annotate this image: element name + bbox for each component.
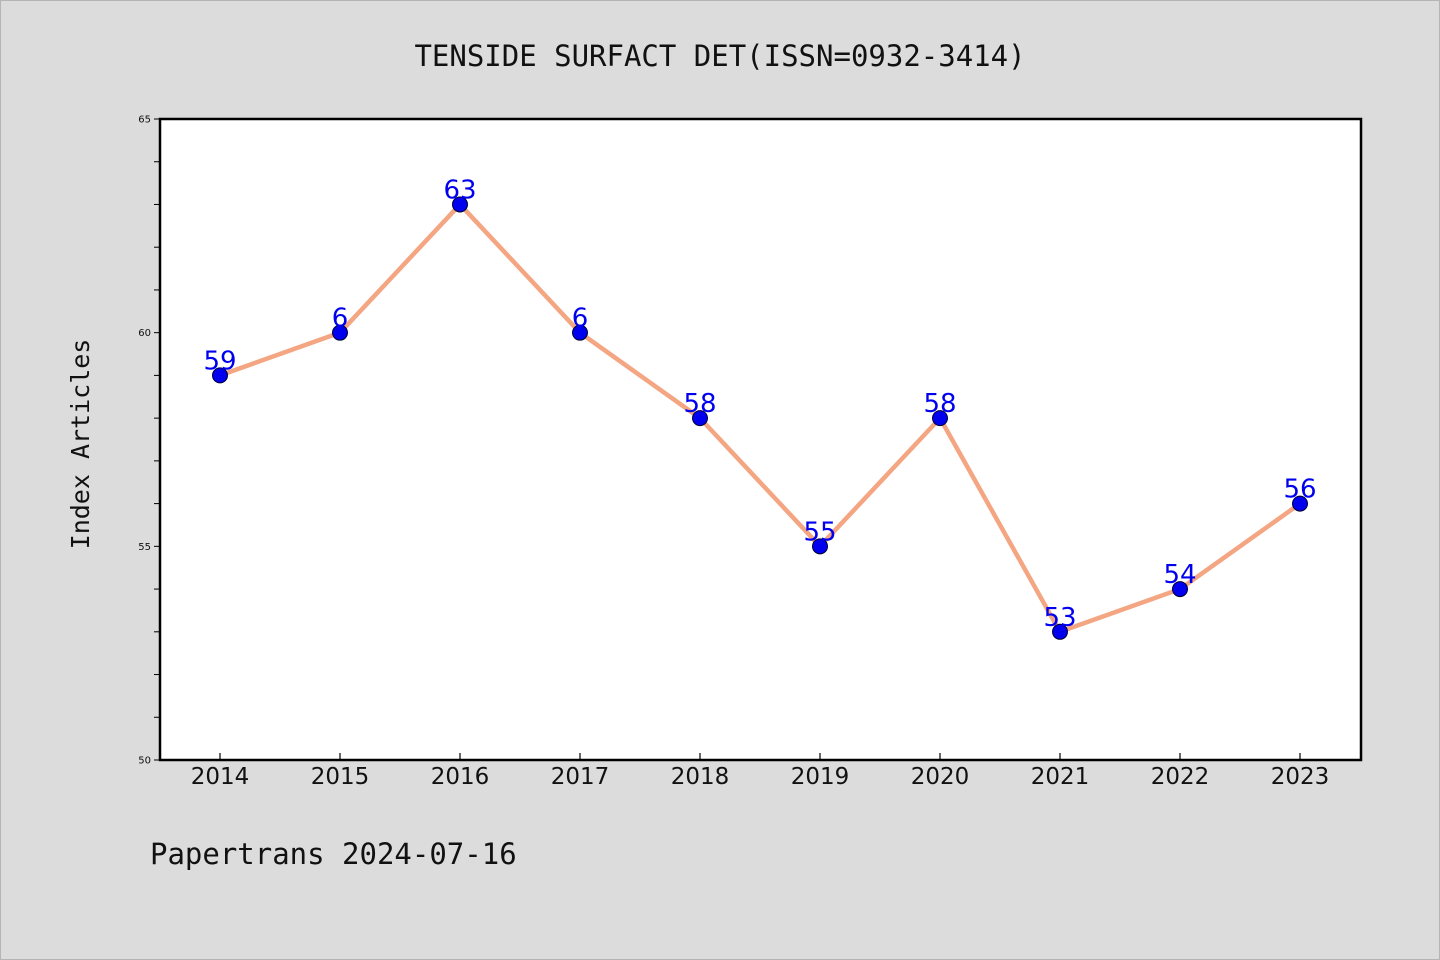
x-axis-ticks xyxy=(219,753,1301,760)
data-point xyxy=(1052,623,1068,640)
x-tick-label: 2021 xyxy=(1031,764,1090,790)
data-labels: 59 6 63 6 58 55 58 53 54 56 xyxy=(203,175,1316,632)
y-tick-label: 55 xyxy=(138,542,151,553)
data-point-markers xyxy=(212,196,1308,640)
y-axis-ticks xyxy=(154,118,160,761)
y-tick-label: 60 xyxy=(138,328,151,339)
data-label: 55 xyxy=(803,517,836,547)
x-tick-label: 2019 xyxy=(791,764,850,790)
series-line xyxy=(217,202,1303,635)
x-tick-label: 2014 xyxy=(191,764,250,790)
data-label: 6 xyxy=(332,304,349,334)
data-label: 58 xyxy=(923,389,956,419)
x-tick-label: 2023 xyxy=(1271,764,1330,790)
data-label: 6 xyxy=(572,304,589,334)
footer-text: Papertrans 2024-07-16 xyxy=(150,837,517,871)
y-axis-tick-labels: 50 55 60 65 xyxy=(138,115,151,767)
data-label: 53 xyxy=(1043,603,1076,633)
data-point xyxy=(1292,495,1308,512)
chart-title: TENSIDE SURFACT DET(ISSN=0932-3414) xyxy=(414,39,1025,73)
data-label: 59 xyxy=(203,346,236,376)
y-tick-label: 65 xyxy=(138,115,151,126)
data-point xyxy=(212,367,228,384)
data-point xyxy=(1172,581,1188,598)
x-tick-label: 2017 xyxy=(551,764,610,790)
y-axis-label: Index Articles xyxy=(66,339,95,550)
data-point xyxy=(572,324,588,341)
data-point xyxy=(692,410,708,427)
data-label: 56 xyxy=(1283,475,1316,505)
data-label: 54 xyxy=(1163,560,1196,590)
data-label: 58 xyxy=(683,389,716,419)
data-point xyxy=(812,538,828,555)
x-tick-label: 2018 xyxy=(671,764,730,790)
x-tick-label: 2016 xyxy=(431,764,490,790)
data-label: 63 xyxy=(443,175,476,205)
data-point xyxy=(332,324,348,341)
x-tick-label: 2020 xyxy=(911,764,970,790)
y-tick-label: 50 xyxy=(138,756,151,767)
x-axis-tick-labels: 2014 2015 2016 2017 2018 2019 2020 2021 2022 2023 xyxy=(191,764,1330,790)
x-tick-label: 2022 xyxy=(1151,764,1210,790)
data-point xyxy=(452,196,468,213)
plot-area xyxy=(158,117,1363,762)
data-point xyxy=(932,410,948,427)
x-tick-label: 2015 xyxy=(311,764,370,790)
